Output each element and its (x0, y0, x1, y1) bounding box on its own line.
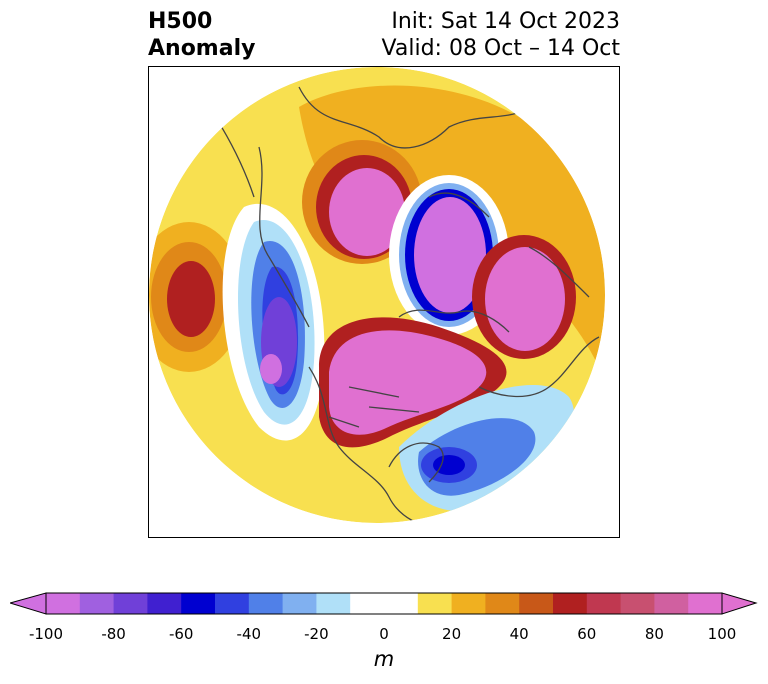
colorbar-cell (485, 593, 520, 614)
colorbar-cell (620, 593, 655, 614)
colorbar-right-extend-icon (721, 592, 758, 615)
colorbar-cell (417, 593, 453, 614)
colorbar-cell (215, 593, 250, 614)
colorbar-tick-label: 60 (577, 625, 597, 643)
pacific-ridge-core (167, 261, 215, 337)
title-right: Init: Sat 14 Oct 2023 Valid: 08 Oct – 14… (382, 8, 620, 62)
outside-projection (149, 67, 619, 537)
coastlines (208, 86, 600, 523)
colorbar-tick-label: 0 (379, 625, 389, 643)
colorbar-cell (519, 593, 554, 614)
arctic-ridge-core (329, 168, 405, 256)
colorbar-tick-label: -60 (168, 625, 194, 643)
colorbar-cell (654, 593, 689, 614)
colorbar-cells (46, 593, 723, 614)
asia-ridge-core (329, 330, 487, 435)
colorbar-unit: m (373, 647, 395, 671)
colorbar-cell (113, 593, 148, 614)
colorbar-cell (282, 593, 317, 614)
valid-period: Valid: 08 Oct – 14 Oct (381, 36, 620, 61)
colorbar-cell (316, 593, 351, 614)
map-panel (148, 66, 620, 538)
colorbar (10, 592, 758, 615)
colorbar-tick-label: -80 (101, 625, 126, 643)
title-field: Anomaly (148, 36, 256, 61)
colorbar-cell (586, 593, 622, 614)
title-variable: H500 (148, 9, 213, 34)
anomaly-map (149, 67, 619, 537)
colorbar-cell (46, 593, 81, 614)
colorbar-tick-label: -100 (28, 625, 64, 643)
colorbar-cell (79, 593, 115, 614)
polar-trough-core (414, 197, 486, 313)
init-time: Init: Sat 14 Oct 2023 (391, 9, 620, 34)
colorbar-outline (45, 592, 723, 615)
colorbar-cell (553, 593, 588, 614)
colorbar-tick-label: 80 (644, 625, 664, 643)
colorbar-left-extend-icon (10, 592, 47, 615)
colorbar-cell (350, 593, 419, 614)
colorbar-tick-label: 20 (442, 625, 462, 643)
colorbar-tick-label: -20 (304, 625, 329, 643)
colorbar-cell (451, 593, 486, 614)
siberian-ridge-core (485, 247, 565, 351)
colorbar-tick-label: 100 (707, 625, 737, 643)
colorbar-tick-label: 40 (509, 625, 529, 643)
colorbar-cell (181, 593, 216, 614)
pacific-trough-min (260, 354, 282, 384)
colorbar-cell (147, 593, 182, 614)
colorbar-cell (248, 593, 284, 614)
colorbar-cell (688, 593, 723, 614)
title-left: H500 Anomaly (148, 8, 255, 62)
colorbar-tick-label: -40 (236, 625, 262, 643)
atlantic-trough-core (433, 455, 465, 475)
